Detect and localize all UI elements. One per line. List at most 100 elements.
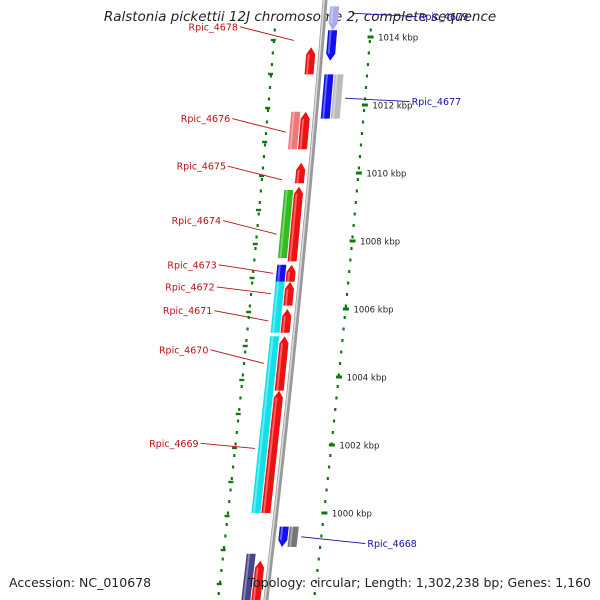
lane-dot: [366, 63, 370, 66]
lane-dot: [231, 465, 235, 469]
lane-boundaries: [217, 28, 372, 595]
lane-dot: [316, 569, 319, 572]
lane-dot: [230, 477, 233, 480]
gene-feature[interactable]: [294, 162, 306, 184]
scale-label: 1010 kbp: [366, 170, 406, 180]
lane-dot: [364, 86, 368, 89]
lane-dot: [253, 258, 256, 262]
gene-feature[interactable]: [320, 74, 334, 119]
gene-label[interactable]: Rpic_4668: [301, 536, 417, 550]
lane-dot: [221, 557, 224, 561]
gene-label[interactable]: Rpic_4670: [159, 345, 265, 364]
minor-tick: [235, 412, 241, 416]
gene-feature[interactable]: [304, 47, 316, 75]
scale-tick: [336, 375, 343, 379]
lane-dot: [264, 132, 268, 135]
lane-dot: [343, 316, 346, 319]
minor-tick: [246, 310, 252, 314]
backbone-highlight: [264, 0, 325, 600]
gene-label[interactable]: Rpic_4672: [165, 282, 272, 295]
backbone-line: [263, 0, 328, 600]
gene-label[interactable]: Rpic_4669: [149, 439, 256, 450]
gene-label[interactable]: Rpic_4676: [181, 114, 287, 133]
lane-dot: [273, 28, 276, 32]
lane-dot: [345, 293, 349, 296]
gene-label-text: Rpic_4673: [167, 260, 216, 271]
gene-label[interactable]: Rpic_4679: [351, 12, 468, 23]
lane-dot: [240, 385, 243, 388]
lane-dot: [365, 74, 369, 78]
lane-dot: [357, 166, 361, 170]
lane-dot: [338, 362, 342, 365]
lane-dot: [367, 51, 370, 55]
gene-label[interactable]: Rpic_4673: [167, 260, 274, 274]
lane-dot: [224, 534, 227, 538]
lane-dot: [268, 86, 272, 89]
scale-label: 1006 kbp: [353, 306, 393, 316]
lane-dot: [238, 408, 241, 411]
gene-label[interactable]: Rpic_4677: [344, 97, 461, 108]
lane-dot: [244, 350, 247, 354]
lane-dot: [358, 155, 362, 158]
lane-dot: [356, 178, 359, 181]
minor-tick: [224, 514, 230, 518]
gene-label[interactable]: Rpic_4671: [163, 306, 269, 322]
gene-label[interactable]: Rpic_4678: [188, 22, 294, 41]
lane-dot: [334, 408, 337, 411]
gene-feature[interactable]: [261, 390, 283, 514]
gene-feature[interactable]: [251, 336, 280, 514]
lane-dot: [249, 293, 253, 296]
lane-dot: [351, 235, 354, 239]
gene-label-text: Rpic_4674: [172, 216, 221, 227]
gene-feature[interactable]: [298, 111, 310, 150]
gene-label[interactable]: Rpic_4674: [172, 216, 277, 235]
gene-label-text: Rpic_4672: [165, 282, 214, 293]
gene-feature[interactable]: [326, 30, 338, 61]
gene-label-text: Rpic_4679: [419, 12, 468, 23]
gene-feature[interactable]: [287, 526, 299, 548]
scale-tick: [355, 171, 362, 175]
lane-dot: [242, 362, 246, 365]
minor-tick: [270, 38, 276, 42]
gene-feature[interactable]: [274, 336, 289, 391]
gene-feature[interactable]: [250, 560, 265, 600]
gene-feature[interactable]: [283, 281, 294, 306]
gene-feature[interactable]: [328, 6, 340, 31]
lane-dot: [256, 224, 259, 227]
lane-dot: [355, 189, 358, 193]
lane-dot: [271, 51, 274, 55]
map-title: Ralstonia pickettii 12J chromosome 2, co…: [103, 9, 497, 25]
gene-feature[interactable]: [270, 281, 285, 333]
kbp-scale: 1014 kbp 1012 kbp 1010 kbp 1008 kbp 1006 kbp…: [216, 34, 418, 586]
lane-dot: [314, 580, 318, 584]
minor-tick: [255, 208, 261, 212]
lane-dot: [325, 488, 328, 492]
lane-dot: [349, 258, 352, 262]
gene-feature[interactable]: [280, 309, 292, 333]
lane-dot: [254, 247, 257, 250]
gene-feature[interactable]: [285, 264, 296, 282]
gene-feature[interactable]: [240, 553, 256, 600]
gene-feature[interactable]: [278, 526, 289, 547]
lane-dot: [248, 304, 251, 308]
lane-dot: [344, 304, 347, 308]
lane-dot: [342, 327, 345, 331]
gene-label-text: Rpic_4669: [149, 439, 198, 450]
gene-feature[interactable]: [288, 111, 301, 150]
gene-feature[interactable]: [287, 186, 303, 262]
minor-tick: [249, 276, 255, 280]
lane-dot: [255, 235, 258, 239]
lane-dot: [359, 143, 363, 147]
lane-dot: [262, 155, 266, 158]
gene-feature[interactable]: [277, 189, 294, 259]
lane-dot: [261, 166, 265, 170]
lane-dot: [368, 40, 371, 43]
lane-dot: [239, 396, 242, 400]
gene-label-text: Rpic_4678: [188, 22, 237, 33]
lane-dot: [354, 201, 357, 204]
gene-feature[interactable]: [330, 74, 344, 119]
gene-label[interactable]: Rpic_4675: [177, 162, 282, 181]
gene-feature[interactable]: [275, 264, 287, 282]
lane-dot: [218, 580, 222, 584]
